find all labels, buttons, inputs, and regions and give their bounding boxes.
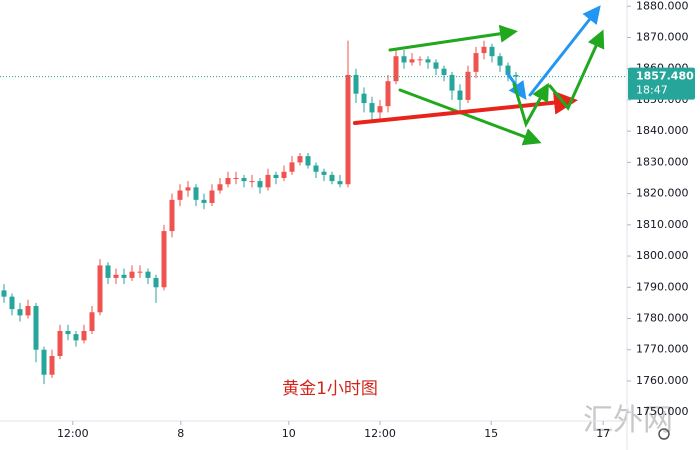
y-tick-label: 1780.000	[636, 312, 689, 325]
candle-body	[73, 334, 79, 341]
candle-body	[345, 74, 351, 185]
candle-body	[361, 93, 367, 104]
x-tick-label: 10	[282, 427, 296, 440]
plot-area	[1, 40, 519, 385]
candle-body	[113, 274, 119, 278]
y-tick-label: 1770.000	[636, 343, 689, 356]
last-price-tag	[628, 67, 695, 100]
y-tick-label: 1810.000	[636, 218, 689, 231]
candle-body	[297, 156, 303, 163]
y-tick-label: 1760.000	[636, 374, 689, 387]
y-tick-label: 1840.000	[636, 124, 689, 137]
candle-body	[145, 271, 151, 278]
candle-body	[273, 174, 279, 178]
y-tick-label: 1870.000	[636, 30, 689, 43]
countdown: 18:47	[636, 84, 668, 97]
candle-body	[49, 355, 55, 375]
candle-body	[321, 171, 327, 175]
candle-body	[369, 103, 375, 113]
path-arrow	[548, 29, 605, 111]
candle-body	[305, 156, 311, 166]
candle-body	[393, 56, 399, 82]
y-tick-label: 1880.000	[636, 0, 689, 12]
candle-body	[121, 274, 127, 278]
candle-body	[105, 265, 111, 278]
candle-body	[433, 62, 439, 69]
candle-body	[1, 290, 7, 297]
candle-body	[385, 81, 391, 107]
candle-body	[201, 199, 207, 203]
candle-body	[265, 174, 271, 188]
annotation: 黄金1小时图	[282, 379, 378, 399]
x-tick-label: 17	[596, 427, 610, 440]
trend-arrow	[398, 88, 542, 146]
candle-body	[289, 162, 295, 172]
candle-body	[249, 181, 255, 183]
candle-body	[225, 177, 231, 185]
candle-body	[97, 265, 103, 313]
candle-body	[17, 309, 23, 316]
candle-body	[241, 177, 247, 182]
candle-body	[9, 296, 15, 310]
candle-body	[129, 271, 135, 278]
candle-body	[473, 53, 479, 72]
candle-body	[329, 174, 335, 182]
candle-body	[177, 190, 183, 200]
candle-body	[513, 74, 519, 77]
candle-body	[153, 277, 159, 288]
candle-body	[449, 74, 455, 91]
candle-body	[457, 90, 463, 100]
candle-body	[217, 184, 223, 191]
y-tick-label: 1750.000	[636, 405, 689, 418]
x-tick-label: 12:00	[57, 427, 89, 440]
candle-body	[89, 312, 95, 332]
trend-arrow	[388, 24, 518, 52]
candle-body	[489, 46, 495, 57]
trend-arrow	[528, 5, 601, 97]
candle-body	[65, 331, 71, 335]
candle-body	[25, 306, 31, 316]
candle-body	[57, 331, 63, 356]
candle-body	[209, 190, 215, 203]
candle-body	[313, 165, 319, 172]
candle-body	[441, 68, 447, 75]
y-tick-label: 1800.000	[636, 249, 689, 262]
last-price-label: 1857.480	[636, 70, 694, 83]
candle-body	[41, 349, 47, 375]
y-tick-label: 1820.000	[636, 187, 689, 200]
y-tick-label: 1830.000	[636, 155, 689, 168]
candle-body	[337, 181, 343, 185]
candle-body	[233, 177, 239, 179]
settings-icon[interactable]	[658, 428, 670, 440]
candle-body	[409, 59, 415, 63]
candle-body	[497, 56, 503, 66]
candle-body	[401, 56, 407, 63]
candle-body	[185, 187, 191, 191]
x-tick-label: 12:00	[364, 427, 396, 440]
x-tick-label: 15	[484, 427, 498, 440]
path-arrow	[512, 82, 549, 128]
candle-body	[481, 46, 487, 54]
candle-body	[169, 199, 175, 232]
candle-body	[353, 74, 359, 94]
candle-body	[425, 59, 431, 63]
candle-body	[33, 306, 39, 350]
candle-body	[505, 65, 511, 75]
candle-body	[81, 331, 87, 341]
candle-body	[465, 71, 471, 100]
y-tick-label: 1790.000	[636, 280, 689, 293]
candle-body	[137, 271, 143, 273]
trend-arrow	[353, 90, 578, 125]
candle-body	[377, 106, 383, 113]
x-tick-label: 8	[177, 427, 184, 440]
candle-body	[193, 187, 199, 200]
candle-body	[417, 59, 423, 61]
candle-body	[161, 231, 167, 288]
drawings	[353, 5, 605, 146]
candle-body	[257, 181, 263, 188]
candle-body	[281, 171, 287, 178]
